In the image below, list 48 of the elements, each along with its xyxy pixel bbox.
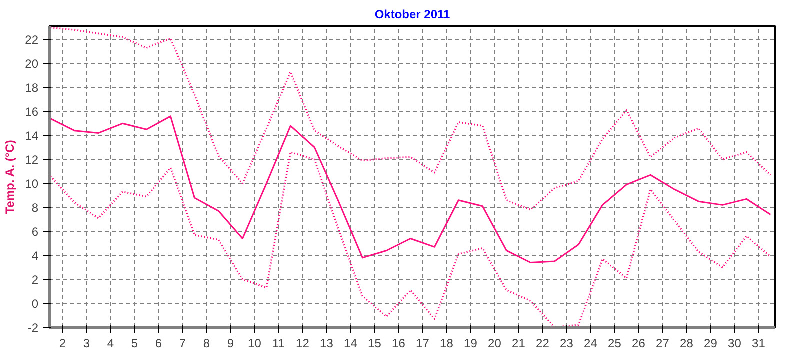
line-series [50,116,772,264]
x-tick-label: 18 [440,336,454,350]
x-tick-label: 12 [296,336,310,350]
y-tick-label: 14 [25,129,39,144]
y-tick-label: 2 [32,273,39,288]
y-tick-label: 22 [25,33,39,48]
x-tick-label: 14 [344,336,358,350]
x-tick-label: 19 [464,336,478,350]
y-tick-label: 12 [25,153,39,168]
x-tick-label: 31 [752,336,766,350]
x-tick-label: 23 [560,336,574,350]
y-axis-title: Temp. A. (°C) [3,140,18,214]
x-tick-label: 27 [656,336,670,350]
x-tick-label: 4 [107,336,114,350]
y-tick-label: 16 [25,105,39,120]
y-tick-label: -2 [28,321,39,335]
chart-title: Oktober 2011 [374,8,451,22]
x-tick-label: 13 [320,336,334,350]
x-tick-label: 22 [536,336,550,350]
x-tick-label: 24 [584,336,598,350]
x-tick-label: 6 [155,336,162,350]
x-tick-label: 5 [131,336,138,350]
x-tick-label: 29 [704,336,718,350]
y-tick-label: 10 [25,177,39,192]
x-tick-label: 28 [680,336,694,350]
y-tick-label: 0 [32,297,39,312]
x-tick-label: 20 [488,336,502,350]
x-tick-label: 16 [392,336,406,350]
x-tick-label: 21 [512,336,526,350]
x-tick-label: 9 [227,336,234,350]
y-tick-label: 20 [25,57,39,72]
y-tick-label: 4 [32,249,39,264]
x-tick-label: 7 [179,336,186,350]
x-tick-label: 8 [203,336,210,350]
x-tick-label: 25 [608,336,622,350]
line-series [50,26,772,211]
x-tick-label: 17 [416,336,430,350]
x-tick-label: 10 [248,336,262,350]
x-tick-label: 26 [632,336,646,350]
x-tick-label: 2 [59,336,66,350]
x-tick-label: 3 [83,336,90,350]
line-series [50,152,772,328]
x-tick-label: 11 [272,336,286,350]
y-tick-label: 8 [32,201,39,216]
y-tick-label: 18 [25,81,39,96]
x-tick-label: 15 [368,336,382,350]
y-tick-label: 6 [32,225,39,240]
x-tick-label: 30 [728,336,742,350]
